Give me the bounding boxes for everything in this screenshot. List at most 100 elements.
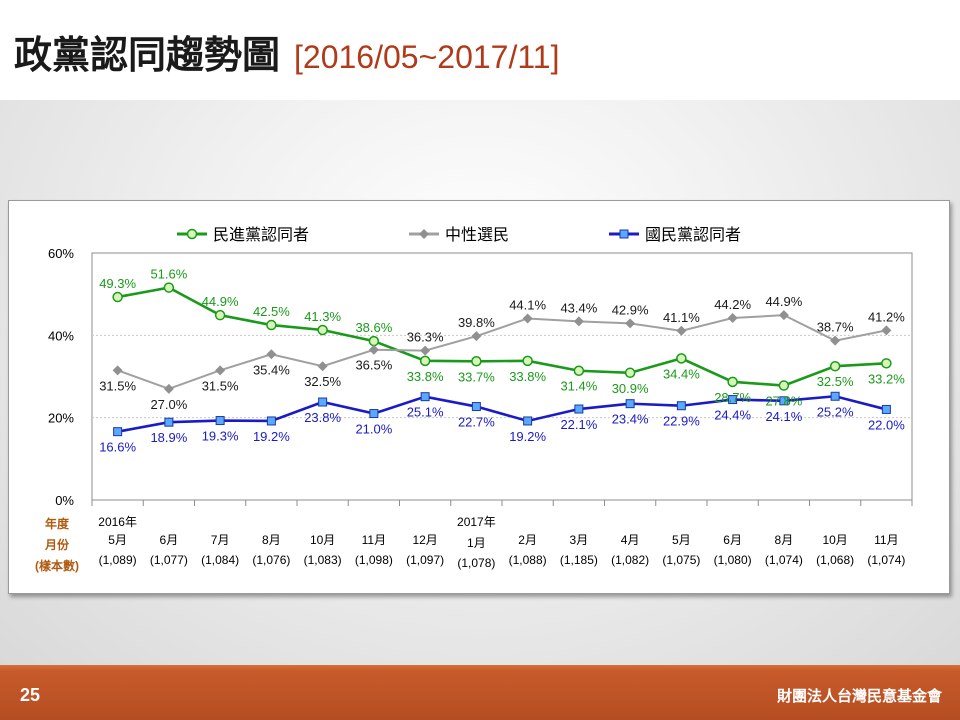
plot-area <box>91 252 913 501</box>
data-label-kmt: 19.2% <box>253 429 290 444</box>
data-point-dpp <box>573 365 585 376</box>
data-label-kmt: 22.1% <box>560 417 597 432</box>
data-label-neutral: 44.2% <box>714 297 751 312</box>
y-tick-label: 60% <box>48 246 74 261</box>
data-label-neutral: 39.8% <box>458 315 495 330</box>
data-label-neutral: 44.9% <box>765 294 802 309</box>
data-label-kmt: 24.4% <box>714 408 751 423</box>
data-point-kmt <box>164 417 174 427</box>
data-label-kmt: 18.9% <box>150 430 187 445</box>
data-point-neutral <box>881 325 892 336</box>
data-label-dpp: 33.7% <box>458 369 495 384</box>
series-line-neutral <box>117 314 887 390</box>
data-label-neutral: 41.1% <box>663 310 700 325</box>
x-month-label: 6月 <box>723 533 742 547</box>
x-sample-label: (1,097) <box>406 553 444 567</box>
data-point-dpp <box>112 291 123 303</box>
legend-label-neutral: 中性選民 <box>445 226 509 244</box>
data-point-kmt <box>113 427 123 437</box>
data-label-kmt: 25.2% <box>817 404 854 419</box>
x-year-label: 2017年 <box>457 515 496 529</box>
data-point-neutral <box>163 383 174 394</box>
x-month-label: 12月 <box>412 533 437 547</box>
legend-marker-neutral <box>419 229 429 239</box>
data-point-dpp <box>471 356 482 367</box>
data-point-dpp <box>778 380 790 391</box>
data-label-dpp: 27.8% <box>765 394 802 409</box>
data-label-neutral: 35.4% <box>253 362 290 377</box>
data-label-dpp: 33.8% <box>509 369 546 384</box>
x-sample-label: (1,076) <box>252 553 290 567</box>
y-tick-label: 0% <box>55 493 74 508</box>
data-point-neutral <box>266 349 277 360</box>
x-sample-label: (1,098) <box>355 553 393 567</box>
x-month-label: 5月 <box>108 533 127 547</box>
data-point-kmt <box>625 399 635 409</box>
data-label-kmt: 24.1% <box>765 409 802 424</box>
data-label-dpp: 42.5% <box>253 304 290 319</box>
data-point-neutral <box>420 345 431 356</box>
x-axis-header: 月份 <box>44 537 70 552</box>
x-month-label: 10月 <box>822 533 847 547</box>
title-row: 政黨認同趨勢圖 [2016/05~2017/11] <box>14 24 559 84</box>
data-label-neutral: 36.5% <box>355 358 392 373</box>
data-label-neutral: 41.2% <box>868 309 905 324</box>
x-sample-label: (1,077) <box>150 553 188 567</box>
data-point-neutral <box>317 361 328 372</box>
data-label-neutral: 32.5% <box>304 374 341 389</box>
x-month-label: 5月 <box>672 533 691 547</box>
x-sample-label: (1,084) <box>201 553 239 567</box>
data-point-dpp <box>368 335 380 347</box>
x-sample-label: (1,080) <box>714 553 752 567</box>
data-label-neutral: 44.1% <box>509 297 546 312</box>
data-point-kmt <box>215 416 225 426</box>
x-month-label: 11月 <box>874 533 898 547</box>
data-label-kmt: 21.0% <box>355 422 392 437</box>
data-label-dpp: 49.3% <box>99 276 136 291</box>
x-axis-header: (樣本數) <box>35 558 79 573</box>
data-label-dpp: 38.6% <box>355 320 392 335</box>
x-sample-label: (1,185) <box>560 553 598 567</box>
x-sample-label: (1,074) <box>867 553 905 567</box>
x-month-label: 3月 <box>570 533 589 547</box>
data-point-neutral <box>215 365 226 376</box>
data-label-neutral: 31.5% <box>202 378 239 393</box>
data-point-neutral <box>676 325 687 336</box>
x-sample-label: (1,088) <box>509 553 547 567</box>
data-point-neutral <box>112 365 123 376</box>
legend-label-kmt: 國民黨認同者 <box>645 226 741 244</box>
data-label-dpp: 34.4% <box>663 366 700 381</box>
x-month-label: 10月 <box>310 533 335 547</box>
data-label-kmt: 16.6% <box>99 440 136 455</box>
data-label-kmt: 19.3% <box>202 429 239 444</box>
data-label-dpp: 28.7% <box>714 390 751 405</box>
data-point-neutral <box>522 313 533 324</box>
data-point-kmt <box>471 402 481 412</box>
x-month-label: 1月 <box>467 536 486 550</box>
data-label-dpp: 51.6% <box>150 267 187 282</box>
data-label-kmt: 22.7% <box>458 415 495 430</box>
data-label-dpp: 44.9% <box>202 294 239 309</box>
x-year-label: 2016年 <box>98 515 137 529</box>
y-tick-label: 20% <box>48 411 74 426</box>
x-sample-label: (1,082) <box>611 553 649 567</box>
chart-frame: 0% 20% 40% 60% 年度 月份 (樣本數) 2016年 5月 (1,089) 6月 (1,0… <box>8 200 950 594</box>
legend-label-dpp: 民進黨認同者 <box>213 226 309 244</box>
data-point-kmt <box>881 404 891 414</box>
data-point-dpp <box>522 355 533 367</box>
data-point-dpp <box>214 309 226 321</box>
data-point-dpp <box>163 282 175 293</box>
data-point-dpp <box>727 376 738 388</box>
data-label-dpp: 33.2% <box>868 371 905 386</box>
data-point-dpp <box>829 360 841 372</box>
x-sample-label: (1,083) <box>304 553 342 567</box>
data-label-dpp: 41.3% <box>304 309 341 324</box>
data-label-kmt: 19.2% <box>509 429 546 444</box>
data-point-kmt <box>728 395 738 405</box>
slide-subtitle: [2016/05~2017/11] <box>294 39 560 75</box>
data-label-kmt: 25.1% <box>407 405 444 420</box>
x-sample-label: (1,089) <box>99 553 137 567</box>
data-point-kmt <box>779 396 789 406</box>
x-sample-label: (1,078) <box>457 556 495 570</box>
